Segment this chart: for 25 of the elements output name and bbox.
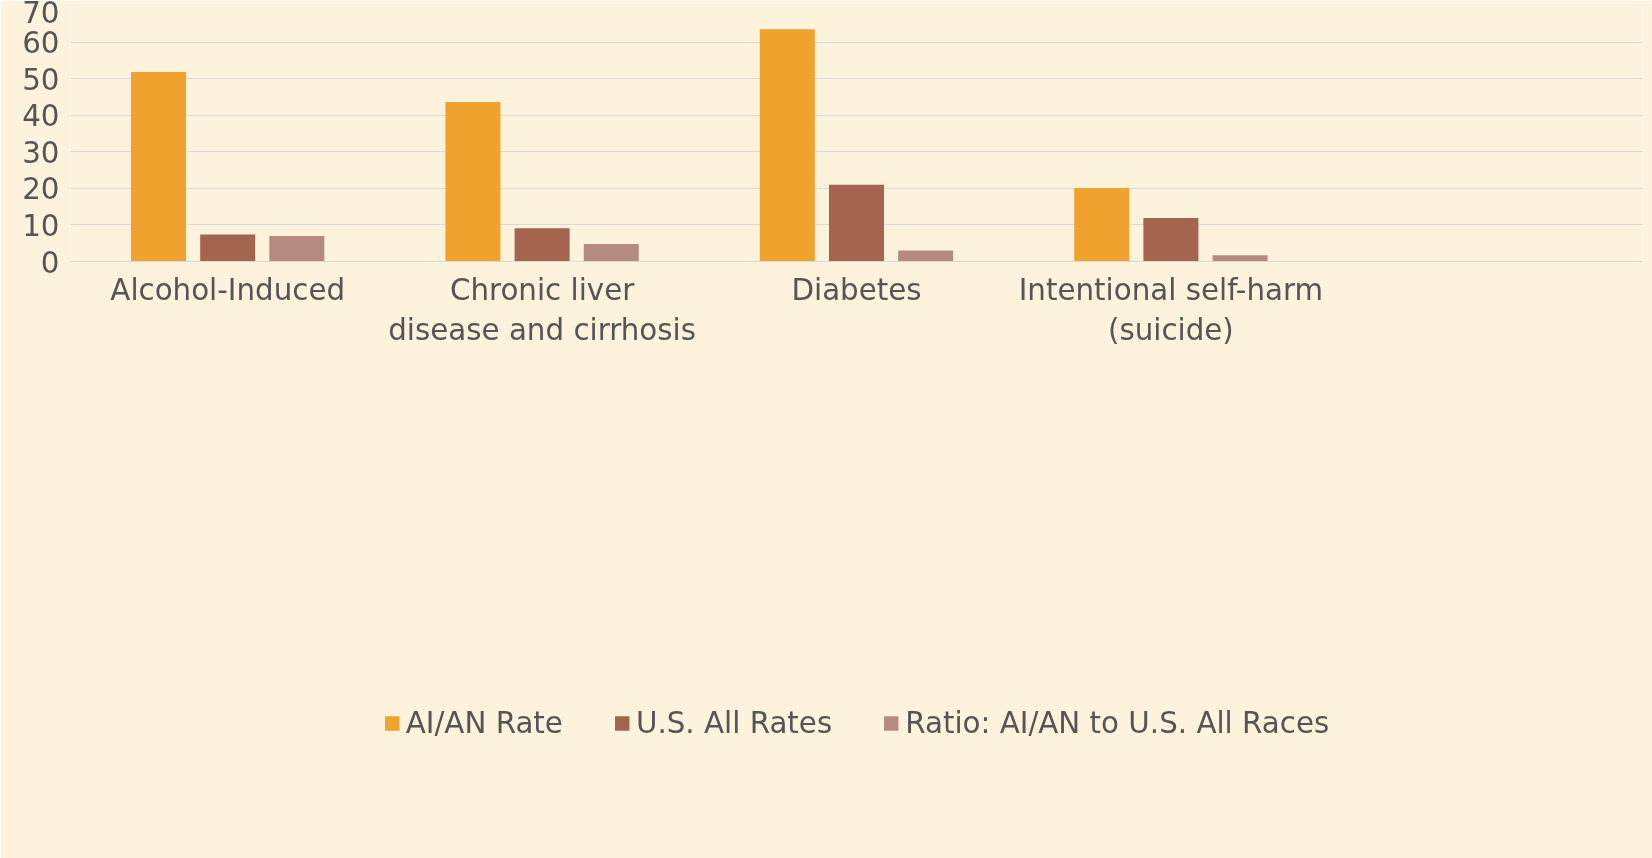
bar — [1212, 255, 1268, 262]
y-tick-label: 50 — [22, 62, 60, 97]
bar — [1143, 217, 1199, 262]
bar — [1074, 187, 1130, 262]
y-tick-label: 10 — [22, 208, 60, 243]
legend-label: Ratio: AI/AN to U.S. All Races — [905, 705, 1330, 740]
bar — [759, 29, 815, 262]
bar — [583, 243, 639, 262]
legend-label: AI/AN Rate — [405, 705, 563, 740]
x-tick-label: Diabetes — [791, 272, 922, 307]
x-tick-label: Alcohol-Induced — [110, 272, 346, 307]
bar — [898, 250, 954, 262]
y-tick-label: 30 — [22, 135, 60, 170]
bar — [131, 72, 187, 262]
y-tick-label: 0 — [40, 245, 60, 280]
bar — [828, 184, 885, 262]
bar — [514, 228, 570, 262]
legend-label: U.S. All Rates — [635, 705, 833, 740]
bar — [200, 234, 256, 262]
y-tick-label: 20 — [22, 172, 60, 207]
y-tick-label: 40 — [22, 99, 60, 134]
x-tick-label: Intentional self-harm (suicide) — [1018, 272, 1324, 348]
x-tick-label: Chronic liver disease and cirrhosis — [388, 272, 697, 348]
bar — [269, 235, 325, 262]
bar — [445, 102, 501, 262]
